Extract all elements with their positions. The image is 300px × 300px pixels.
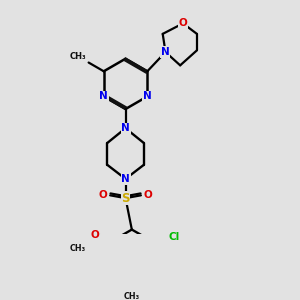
Text: S: S [121,192,130,205]
Text: O: O [90,230,99,240]
Text: N: N [143,92,152,101]
Text: N: N [99,92,108,101]
Text: CH₃: CH₃ [70,244,86,253]
Text: CH₃: CH₃ [124,292,140,300]
Text: N: N [161,47,170,57]
Text: CH₃: CH₃ [69,52,86,62]
Text: O: O [99,190,107,200]
Text: N: N [121,174,130,184]
Text: N: N [121,123,130,133]
Text: O: O [178,18,187,28]
Text: O: O [144,190,152,200]
Text: Cl: Cl [168,232,179,242]
